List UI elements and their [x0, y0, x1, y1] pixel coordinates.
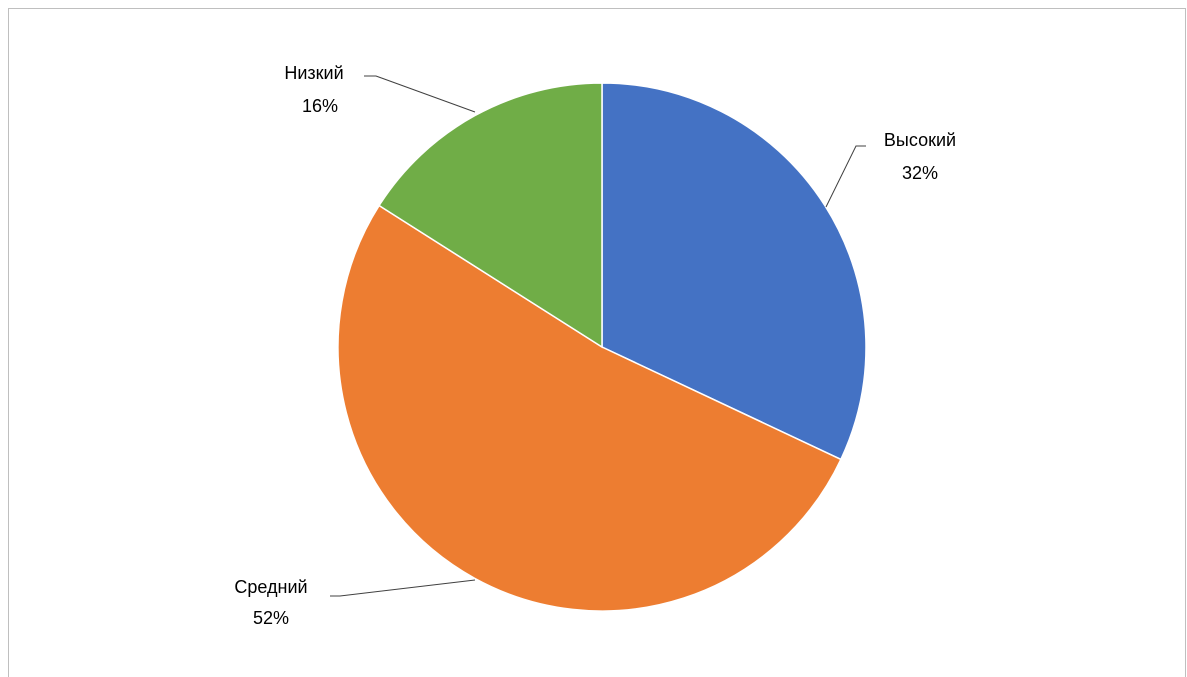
leader-line-medium	[330, 579, 476, 597]
data-labels-group: Высокий 32% Средний 52% Низкий 16%	[234, 63, 956, 628]
leader-line-low	[364, 75, 476, 113]
leader-lines-group	[330, 75, 866, 597]
slices-group	[337, 82, 867, 612]
data-label-low-value: 16%	[302, 96, 338, 116]
data-label-medium-value: 52%	[253, 608, 289, 628]
pie-slice-medium	[337, 204, 842, 612]
pie-slice-low	[378, 82, 603, 349]
data-label-high-value: 32%	[902, 163, 938, 183]
data-label-high-category: Высокий	[884, 130, 956, 150]
leader-line-high	[825, 145, 866, 208]
data-label-medium-category: Средний	[234, 577, 307, 597]
pie-slice-high	[601, 82, 867, 461]
data-label-low-category: Низкий	[284, 63, 343, 83]
